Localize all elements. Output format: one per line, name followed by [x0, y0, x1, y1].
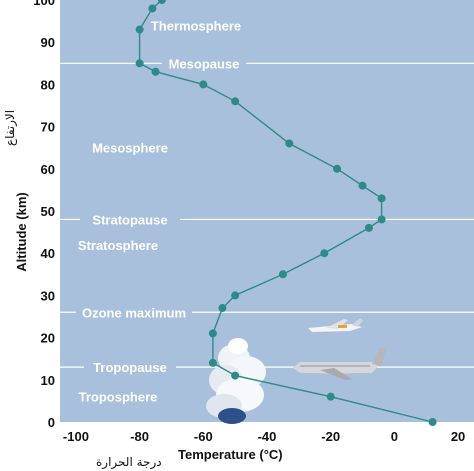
y-tick-label: 30: [41, 288, 55, 303]
boundary-label-bg: [80, 210, 180, 229]
data-point: [208, 358, 217, 367]
temperature-profile: [135, 0, 437, 426]
data-point: [278, 270, 287, 279]
data-point: [148, 4, 157, 13]
y-tick-label: 60: [41, 162, 55, 177]
data-point: [320, 249, 329, 258]
y-tick-label: 50: [41, 204, 55, 219]
y-tick-label: 90: [41, 35, 55, 50]
data-point: [377, 215, 386, 224]
fighter-jet-illustration: [308, 318, 363, 332]
data-point: [231, 291, 240, 300]
y-tick-label: 20: [41, 331, 55, 346]
data-point: [285, 139, 294, 148]
x-axis-ticks: -100 -80 -60 -40 -20 0 20: [63, 429, 465, 444]
boundary-label-bg: [84, 358, 176, 377]
layer-label: Stratosphere: [78, 238, 158, 253]
layer-label: Troposphere: [79, 390, 158, 405]
data-point: [428, 418, 437, 426]
data-point: [333, 164, 342, 173]
x-axis-label: Temperature (°C): [178, 447, 283, 462]
airliner-illustration: [293, 348, 386, 380]
handwritten-note-y: الارتفاع: [3, 110, 18, 146]
data-point: [326, 392, 335, 401]
x-tick-label: -20: [321, 429, 340, 444]
y-axis-label: Altitude (km): [14, 192, 29, 271]
boundary-label: Stratopause: [92, 212, 167, 227]
boundary-label: Ozone maximum: [82, 305, 186, 320]
boundary-label-bg: [162, 54, 246, 73]
y-axis-ticks: 0 10 20 30 40 50 60 70 80 90 100: [33, 0, 55, 430]
y-tick-label: 80: [41, 77, 55, 92]
boundary-label: Mesopause: [169, 56, 240, 71]
data-point: [151, 67, 160, 76]
boundary-label-bg: [76, 303, 192, 322]
x-tick-label: -80: [130, 429, 149, 444]
temperature-profile-line: [138, 0, 433, 423]
data-point: [135, 25, 144, 34]
y-tick-label: 40: [41, 246, 55, 261]
data-point: [199, 80, 208, 89]
y-tick-label: 100: [33, 0, 55, 8]
boundary-label: Tropopause: [93, 360, 167, 375]
data-point: [157, 0, 166, 4]
data-point: [377, 194, 386, 203]
layer-labels: Mesopause Stratopause Ozone maximum Tropopa…: [76, 18, 246, 405]
data-point: [208, 329, 217, 338]
layer-label: Thermosphere: [151, 18, 241, 33]
x-tick-label: -100: [63, 429, 89, 444]
x-tick-label: -60: [194, 429, 213, 444]
handwritten-note-x: درجة الحرارة: [96, 455, 162, 470]
data-point: [358, 181, 367, 190]
data-point: [364, 223, 373, 232]
y-tick-label: 70: [41, 120, 55, 135]
x-tick-label: -40: [258, 429, 277, 444]
data-point: [218, 304, 227, 313]
layer-label: Mesosphere: [92, 141, 168, 156]
data-point: [231, 371, 240, 380]
data-point: [135, 59, 144, 68]
y-tick-label: 0: [48, 415, 55, 430]
x-tick-label: 0: [391, 429, 398, 444]
x-tick-label: 20: [451, 429, 465, 444]
y-tick-label: 10: [41, 373, 55, 388]
temperature-profile-points: [135, 0, 437, 426]
data-point: [231, 97, 240, 106]
